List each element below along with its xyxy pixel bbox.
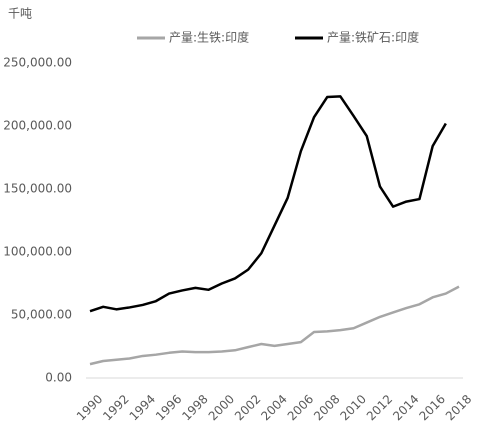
y-tick-label: 100,000.00 xyxy=(3,245,72,259)
y-tick-label: 200,000.00 xyxy=(3,119,72,133)
x-tick-label: 1992 xyxy=(100,392,131,423)
series-line xyxy=(89,285,460,366)
x-tick-label: 2004 xyxy=(258,392,289,423)
x-tick-label: 1996 xyxy=(153,392,184,423)
legend-label: 产量:铁矿石:印度 xyxy=(327,30,419,45)
x-tick-label: 2002 xyxy=(232,392,263,423)
unit-label: 千吨 xyxy=(8,7,32,21)
x-tick-label: 2006 xyxy=(285,392,316,423)
x-tick-label: 1990 xyxy=(74,392,105,423)
legend-label: 产量:生铁:印度 xyxy=(169,30,249,45)
y-tick-label: 150,000.00 xyxy=(3,182,72,196)
x-tick-label: 2000 xyxy=(206,392,237,423)
x-tick-label: 2010 xyxy=(337,392,368,423)
x-tick-label: 2018 xyxy=(443,392,474,423)
x-tick-label: 2008 xyxy=(311,392,342,423)
y-tick-label: 50,000.00 xyxy=(11,308,72,322)
x-tick-label: 2014 xyxy=(390,392,421,423)
y-tick-label: 0.00 xyxy=(45,371,72,385)
x-tick-label: 2016 xyxy=(417,392,448,423)
y-tick-label: 250,000.00 xyxy=(3,56,72,70)
x-tick-label: 1994 xyxy=(127,392,158,423)
x-tick-label: 2012 xyxy=(364,392,395,423)
series-line xyxy=(89,95,447,313)
x-tick-label: 1998 xyxy=(179,392,210,423)
